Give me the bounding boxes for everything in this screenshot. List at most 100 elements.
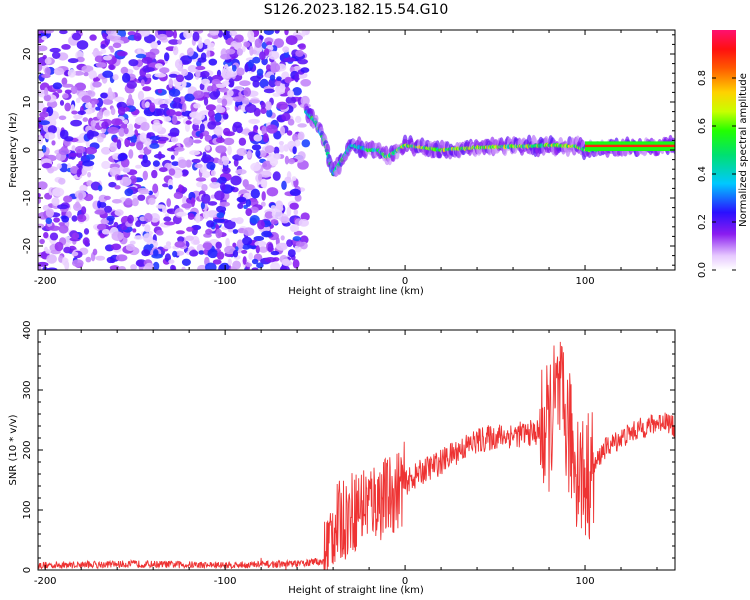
- heatmap-noise-blob: [132, 228, 137, 233]
- heatmap-noise-blob: [217, 97, 223, 104]
- heatmap-noise-blob: [193, 239, 200, 245]
- heatmap-noise-blob: [61, 83, 74, 88]
- heatmap-noise-blob: [71, 215, 78, 222]
- heatmap-noise-blob: [292, 146, 297, 155]
- heatmap-noise-blob: [39, 238, 45, 245]
- heatmap-noise-blob: [279, 126, 286, 136]
- heatmap-noise-blob: [85, 256, 92, 263]
- heatmap-noise-blob: [139, 149, 144, 154]
- heatmap-noise-blob: [38, 62, 43, 72]
- heatmap-noise-blob: [150, 41, 158, 49]
- heatmap-noise-blob: [236, 196, 247, 203]
- heatmap-noise-blob: [243, 227, 255, 237]
- heatmap-noise-blob: [269, 74, 276, 81]
- heatmap-noise-blob: [128, 59, 139, 67]
- heatmap-noise-blob: [255, 149, 261, 158]
- heatmap-noise-blob: [86, 154, 95, 160]
- heatmap-noise-blob: [256, 68, 264, 77]
- colorbar: 0.0 0.2 0.4 0.6 0.8 Normalized spectral ampl…: [697, 30, 749, 278]
- heatmap-noise-blob: [217, 106, 226, 113]
- heatmap-noise-blob: [201, 78, 210, 86]
- heatmap-noise-blob: [248, 131, 257, 137]
- heatmap-noise-blob: [45, 217, 53, 224]
- heatmap-noise-blob: [157, 33, 168, 41]
- colorbar-tick-label: 0.4: [697, 166, 708, 182]
- heatmap-noise-blob: [248, 35, 256, 43]
- heatmap-noise-blob: [292, 236, 302, 242]
- heatmap-noise-blob: [205, 262, 217, 270]
- heatmap-noise-blob: [103, 195, 111, 200]
- heatmap-noise-blob: [213, 125, 223, 136]
- heatmap-noise-blob: [249, 119, 259, 124]
- heatmap-noise-blob: [236, 148, 247, 156]
- heatmap-noise-blob: [124, 198, 133, 206]
- colorbar-tick-label: 0.2: [697, 214, 708, 230]
- heatmap-noise-blob: [168, 78, 174, 89]
- heatmap-noise-blob: [83, 72, 89, 77]
- heatmap-noise-blob: [57, 204, 69, 210]
- heatmap-noise-blob: [168, 168, 176, 176]
- heatmap-noise-blob: [72, 259, 84, 267]
- heatmap-noise-blob: [220, 53, 233, 60]
- heatmap-noise-blob: [152, 261, 160, 270]
- heatmap-noise-blob: [124, 188, 134, 197]
- heatmap-noise-blob: [58, 147, 69, 156]
- heatmap-noise-blob: [261, 191, 266, 201]
- heatmap-noise-blob: [53, 67, 64, 76]
- heatmap-noise-blob: [205, 104, 217, 111]
- heatmap-noise-blob: [181, 258, 191, 266]
- heatmap-noise-blob: [163, 244, 172, 250]
- heatmap-noise-blob: [135, 53, 147, 59]
- heatmap-noise-blob: [133, 32, 142, 42]
- heatmap-noise-blob: [38, 120, 51, 126]
- heatmap-noise-blob: [41, 36, 48, 41]
- heatmap-noise-blob: [264, 145, 275, 154]
- heatmap-noise-blob: [199, 132, 204, 140]
- heatmap-noise-blob: [195, 177, 207, 182]
- heatmap-noise-blob: [128, 142, 136, 147]
- heatmap-noise-blob: [198, 40, 203, 49]
- heatmap-noise-blob: [44, 67, 51, 76]
- heatmap-noise-blob: [300, 67, 310, 73]
- heatmap-noise-blob: [284, 30, 289, 36]
- heatmap-noise-blob: [144, 67, 155, 72]
- heatmap-noise-blob: [208, 30, 220, 36]
- heatmap-noise-blob: [210, 170, 216, 176]
- heatmap-noise-blob: [206, 220, 215, 228]
- heatmap-noise-blob: [264, 211, 274, 219]
- heatmap-noise-blob: [173, 30, 177, 39]
- heatmap-noise-blob: [235, 217, 244, 225]
- heatmap-noise-blob: [222, 167, 231, 174]
- heatmap-noise-blob: [259, 170, 272, 178]
- heatmap-noise-blob: [195, 213, 201, 221]
- heatmap-noise-blob: [195, 69, 201, 78]
- heatmap-noise-blob: [219, 182, 226, 191]
- heatmap-noise-blob: [221, 98, 228, 107]
- heatmap-noise-blob: [187, 65, 198, 73]
- heatmap-ytick-label: 10: [22, 96, 33, 109]
- heatmap-noise-blob: [94, 209, 106, 215]
- heatmap-noise-blob: [260, 107, 267, 114]
- heatmap-noise-blob: [81, 206, 87, 215]
- heatmap-noise-blob: [112, 137, 118, 143]
- heatmap-noise-blob: [295, 241, 305, 247]
- heatmap-noise-blob: [285, 96, 297, 105]
- heatmap-noise-blob: [52, 51, 61, 59]
- heatmap-noise-blob: [293, 230, 303, 236]
- heatmap-noise-blob: [215, 145, 227, 154]
- heatmap-noise-blob: [82, 160, 95, 167]
- heatmap-noise-blob: [186, 47, 194, 57]
- heatmap-noise-blob: [88, 70, 97, 80]
- heatmap-noise-blob: [123, 119, 129, 125]
- heatmap-noise-blob: [295, 49, 304, 57]
- heatmap-noise-blob: [209, 182, 221, 189]
- heatmap-noise-blob: [236, 239, 244, 250]
- heatmap-noise-blob: [73, 114, 83, 120]
- heatmap-noise-blob: [52, 82, 63, 90]
- heatmap-noise-blob: [300, 79, 312, 87]
- heatmap-noise-blob: [74, 145, 86, 154]
- heatmap-noise-blob: [71, 251, 79, 257]
- heatmap-noise-blob: [177, 159, 188, 169]
- heatmap-noise-blob: [270, 63, 281, 73]
